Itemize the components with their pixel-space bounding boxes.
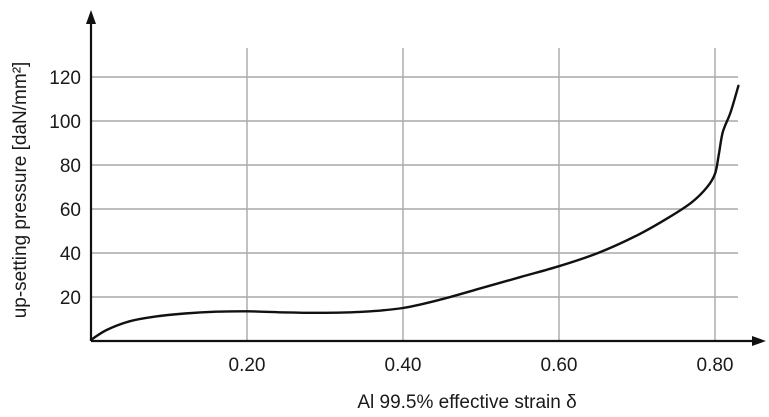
y-axis-arrow xyxy=(86,10,96,24)
x-tick-label-0.40: 0.40 xyxy=(385,355,422,376)
y-tick-label-20: 20 xyxy=(60,288,81,309)
tick-labels: 20 40 60 80 100 120 0.20 0.40 0.60 0.80 xyxy=(49,68,733,376)
series-layer xyxy=(89,84,740,342)
y-tick-label-60: 60 xyxy=(60,200,81,221)
grid-layer xyxy=(91,48,738,341)
x-tick-label-0.20: 0.20 xyxy=(229,355,266,376)
x-tick-label-0.80: 0.80 xyxy=(697,355,734,376)
x-axis-title: Al 99.5% effective strain δ xyxy=(357,392,576,413)
axes xyxy=(86,10,766,346)
y-tick-label-100: 100 xyxy=(49,112,81,133)
y-tick-label-80: 80 xyxy=(60,156,81,177)
y-axis-title: up-setting pressure [daN/mm²] xyxy=(10,62,31,319)
y-tick-label-120: 120 xyxy=(49,68,81,89)
x-tick-label-0.60: 0.60 xyxy=(541,355,578,376)
y-tick-label-40: 40 xyxy=(60,244,81,265)
x-axis-arrow xyxy=(752,336,766,346)
series-line-0 xyxy=(89,84,740,342)
